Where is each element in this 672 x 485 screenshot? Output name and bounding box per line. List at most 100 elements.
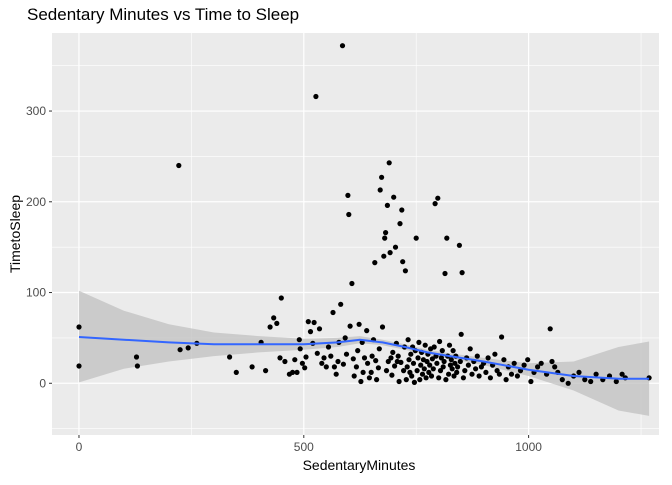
data-point: [361, 355, 368, 361]
data-point: [350, 356, 356, 362]
data-point: [381, 253, 387, 259]
data-point: [411, 379, 417, 385]
data-point: [296, 337, 302, 343]
data-point: [397, 221, 403, 227]
data-point: [383, 368, 390, 374]
data-point: [538, 360, 544, 366]
data-point: [441, 358, 447, 365]
data-point: [233, 369, 239, 375]
x-tick-label: 0: [76, 440, 83, 454]
y-tick-label: 100: [26, 286, 46, 300]
data-point: [448, 357, 454, 363]
data-point: [76, 324, 82, 330]
data-point: [414, 368, 420, 374]
data-point: [444, 235, 450, 241]
data-point: [446, 371, 452, 377]
data-point: [451, 373, 457, 379]
data-point: [349, 280, 355, 287]
data-point: [402, 268, 408, 274]
data-point: [343, 351, 350, 357]
data-point: [400, 259, 406, 265]
data-point: [547, 326, 553, 332]
data-point: [356, 321, 362, 327]
data-point: [338, 301, 344, 307]
data-point: [373, 358, 379, 364]
data-point: [355, 348, 361, 354]
data-point: [416, 339, 422, 345]
data-point: [392, 363, 398, 369]
data-point: [392, 244, 399, 250]
data-point: [511, 360, 517, 366]
data-point: [419, 371, 426, 377]
data-point: [299, 360, 305, 366]
data-point: [364, 328, 370, 334]
data-point: [303, 354, 309, 360]
data-point: [376, 346, 382, 352]
data-point: [271, 315, 277, 321]
data-point: [559, 377, 565, 383]
data-point: [311, 319, 317, 326]
data-point: [514, 373, 521, 379]
data-point: [415, 355, 421, 361]
data-point: [377, 187, 383, 193]
data-point: [401, 368, 407, 374]
data-point: [582, 377, 588, 383]
data-point: [410, 360, 417, 366]
data-point: [351, 373, 357, 379]
data-point: [346, 211, 352, 218]
data-point: [302, 365, 308, 371]
data-point: [313, 93, 319, 100]
data-point: [325, 344, 332, 350]
data-point: [379, 174, 385, 180]
data-point: [390, 349, 396, 355]
data-point: [492, 351, 498, 357]
data-point: [396, 378, 402, 385]
data-point: [385, 358, 391, 365]
data-point: [458, 331, 464, 337]
data-point: [521, 362, 527, 368]
data-point: [593, 371, 599, 377]
data-point: [267, 324, 273, 330]
data-point: [429, 356, 435, 362]
data-point: [467, 346, 473, 352]
data-point: [395, 353, 401, 359]
data-point: [576, 369, 582, 375]
data-point: [473, 366, 479, 372]
data-point: [469, 371, 475, 377]
data-point: [278, 295, 284, 301]
data-point: [398, 359, 404, 365]
data-point: [455, 364, 461, 370]
data-point: [365, 360, 371, 366]
data-point: [428, 373, 435, 379]
data-point: [177, 347, 183, 353]
data-point: [613, 378, 619, 385]
data-point: [319, 360, 325, 366]
data-point: [134, 363, 140, 369]
data-point: [452, 360, 458, 366]
data-point: [456, 242, 462, 248]
data-point: [413, 235, 419, 241]
data-point: [437, 338, 443, 345]
data-point: [294, 369, 300, 375]
data-point: [552, 364, 558, 370]
data-point: [465, 362, 471, 368]
y-axis-label: TimetoSleep: [7, 195, 23, 273]
data-point: [446, 342, 453, 348]
data-point: [382, 235, 388, 241]
data-point: [403, 377, 409, 383]
data-point: [437, 368, 444, 374]
data-point: [404, 364, 410, 370]
data-point: [485, 355, 491, 361]
y-axis-ticks: 0 100 200 300: [26, 104, 52, 390]
data-point: [342, 335, 348, 341]
data-point: [323, 364, 329, 370]
data-point: [499, 334, 505, 340]
data-point: [358, 378, 364, 385]
data-point: [454, 369, 460, 375]
data-point: [249, 364, 255, 370]
x-tick-label: 1000: [515, 440, 542, 454]
data-point: [321, 355, 327, 361]
data-point: [417, 377, 423, 383]
data-point: [375, 365, 381, 371]
x-tick-label: 500: [294, 440, 314, 454]
